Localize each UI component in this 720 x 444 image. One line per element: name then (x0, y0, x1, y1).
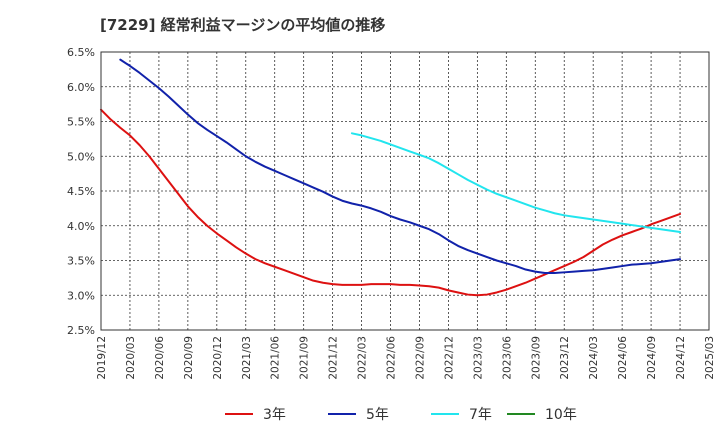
x-tick-label: 2022/06 (386, 336, 398, 380)
x-tick-label: 2023/03 (472, 336, 484, 380)
legend: 3年 5年 7年 10年 (225, 407, 577, 423)
series-layer (100, 58, 682, 297)
y-tick-label: 3.5% (67, 255, 95, 268)
x-tick-label: 2022/09 (414, 336, 426, 380)
x-tick-label: 2024/12 (675, 336, 687, 380)
x-tick-label: 2024/09 (646, 336, 658, 380)
x-tick-label: 2021/12 (328, 336, 340, 380)
chart-title: [7229] 経常利益マージンの平均値の推移 (100, 16, 386, 34)
y-tick-label: 4.0% (67, 220, 95, 233)
legend-label-0: 3年 (263, 407, 286, 423)
x-tick-label: 2021/09 (299, 336, 311, 380)
y-tick-label: 5.5% (67, 116, 95, 129)
legend-label-2: 7年 (469, 407, 492, 423)
legend-label-3: 10年 (545, 407, 577, 423)
x-tick-label: 2023/09 (530, 336, 542, 380)
x-tick-label: 2021/03 (241, 336, 253, 380)
x-tick-label: 2021/06 (270, 336, 282, 380)
series-line-2 (350, 132, 682, 233)
x-tick-label: 2023/06 (501, 336, 513, 380)
x-tick-label: 2020/09 (183, 336, 195, 380)
x-axis: 2019/12 2020/03 2020/06 2020/09 2020/12 2021/… (96, 336, 716, 380)
legend-label-1: 5年 (366, 407, 389, 423)
y-axis: 2.5% 3.0% 3.5% 4.0% 4.5% 5.0% 5.5% 6.0% 6.5% (67, 46, 95, 337)
x-tick-label: 2024/06 (617, 336, 629, 380)
x-tick-label: 2020/06 (154, 336, 166, 380)
y-tick-label: 5.0% (67, 150, 95, 163)
y-tick-label: 6.5% (67, 46, 95, 59)
y-tick-label: 2.5% (67, 324, 95, 337)
x-tick-label: 2024/03 (588, 336, 600, 380)
x-tick-label: 2020/12 (212, 336, 224, 380)
series-line-0 (100, 108, 682, 297)
grid-layer (100, 51, 710, 331)
x-tick-label: 2022/03 (357, 336, 369, 380)
plot-frame (100, 51, 710, 331)
series-line-1 (119, 58, 682, 275)
x-tick-label: 2025/03 (704, 336, 716, 380)
y-tick-label: 3.0% (67, 289, 95, 302)
y-tick-label: 4.5% (67, 185, 95, 198)
x-tick-label: 2020/03 (125, 336, 137, 380)
y-tick-label: 6.0% (67, 81, 95, 94)
x-tick-label: 2023/12 (559, 336, 571, 380)
x-tick-label: 2022/12 (443, 336, 455, 380)
x-tick-label: 2019/12 (96, 336, 108, 380)
